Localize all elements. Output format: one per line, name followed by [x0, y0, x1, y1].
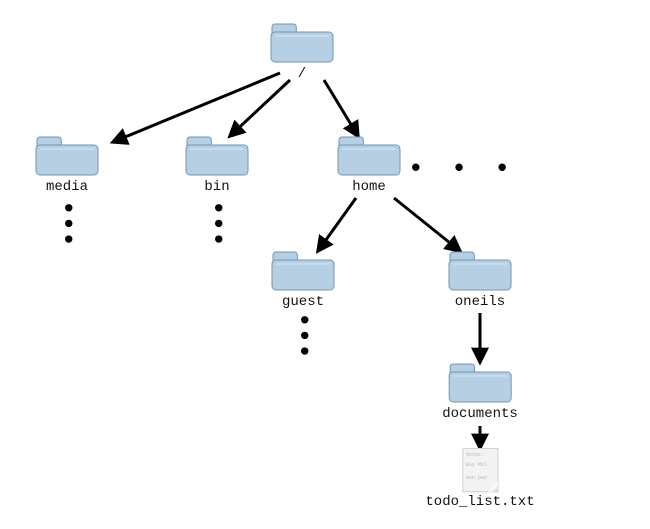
edge-root-media — [113, 73, 280, 142]
folder-label: media — [35, 179, 99, 195]
edge-home-guest — [318, 198, 356, 251]
folder-node-guest: guest — [271, 250, 335, 310]
ellipsis-1: ••• — [210, 200, 224, 247]
file-label: todo_list.txt — [425, 494, 534, 510]
folder-icon — [448, 362, 512, 404]
folder-label: oneils — [448, 294, 512, 310]
folder-icon — [35, 135, 99, 177]
folder-icon — [448, 250, 512, 292]
file-icon-line: Buy Mil — [463, 459, 497, 469]
ellipsis-0: ••• — [60, 200, 74, 247]
folder-label: documents — [442, 406, 518, 422]
file-icon: Notes:Buy Mil Run pwd — [462, 448, 498, 492]
folder-label: / — [270, 66, 334, 82]
ellipsis-3: ••• — [296, 312, 310, 359]
folder-node-media: media — [35, 135, 99, 195]
edge-root-home — [324, 80, 358, 136]
file-icon-line: Notes: — [463, 449, 497, 459]
folder-icon — [185, 135, 249, 177]
folder-node-documents: documents — [442, 362, 518, 422]
folder-node-bin: bin — [185, 135, 249, 195]
file-node-todo: Notes:Buy Mil Run pwd todo_list.txt — [425, 448, 534, 510]
ellipsis-2: • • • — [408, 156, 516, 182]
folder-node-oneils: oneils — [448, 250, 512, 310]
folder-icon — [271, 250, 335, 292]
folder-label: bin — [185, 179, 249, 195]
folder-icon — [270, 22, 334, 64]
edge-home-oneils — [394, 198, 460, 251]
file-icon-line: Run pwd — [463, 472, 497, 482]
folder-label: guest — [271, 294, 335, 310]
folder-node-root: / — [270, 22, 334, 82]
folder-node-home: home — [337, 135, 401, 195]
folder-icon — [337, 135, 401, 177]
folder-label: home — [337, 179, 401, 195]
